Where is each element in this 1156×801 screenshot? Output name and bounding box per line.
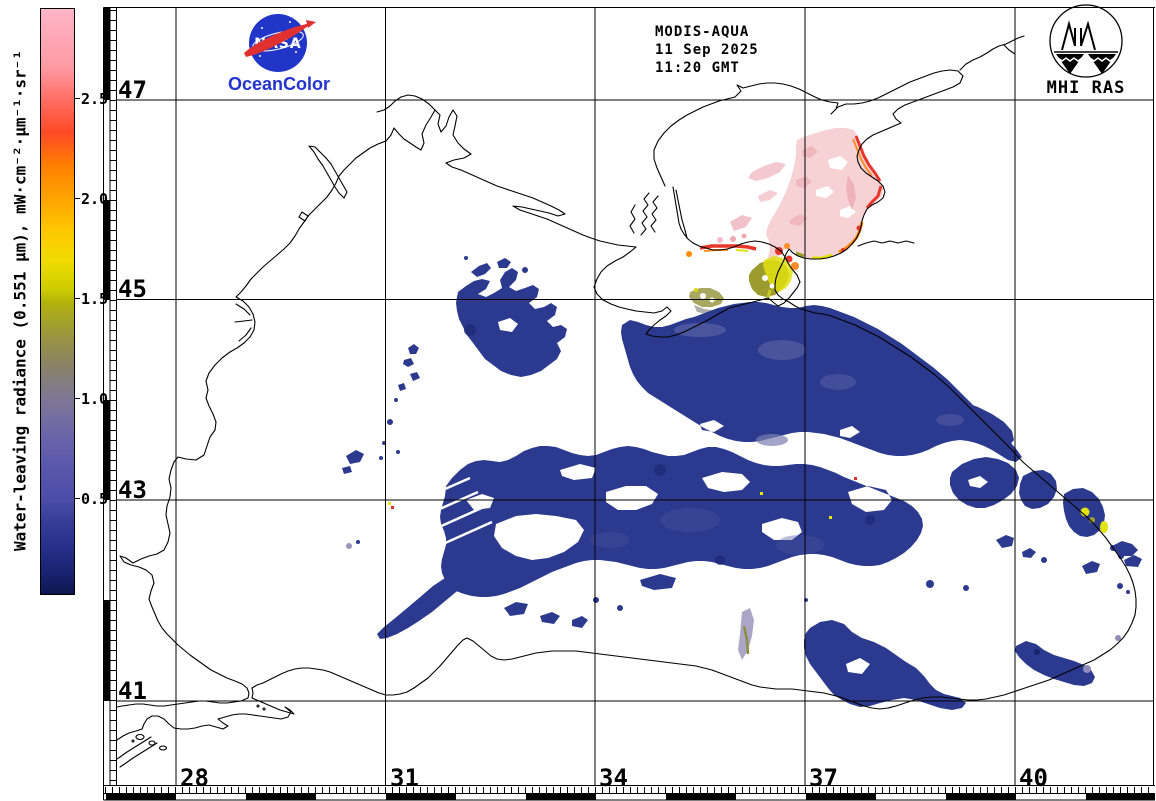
lat-label-45: 45 [118,275,147,303]
colorbar-tick [74,198,80,199]
oceancolor-label: OceanColor [227,74,331,94]
colorbar-tick [74,398,80,399]
nasa-logo-icon: NASA [244,14,316,72]
colorbar-tick-label: 2.0 [81,190,109,208]
acquisition-date: 11 Sep 2025 [655,42,759,58]
longitude-ruler [103,786,1155,801]
sensor-name: MODIS-AQUA [655,24,750,40]
mhi-ras-logo-icon [1049,4,1123,78]
colorbar-tick-label: 2.5 [81,90,109,108]
coastline [117,35,1137,768]
low-radiance-blobs [342,256,1142,710]
colorbar-tick-label: 0.5 [81,490,109,508]
lon-label-34: 34 [599,764,628,792]
colorbar-tick [74,498,80,499]
lat-label-43: 43 [118,476,147,504]
colorbar-gradient [40,8,75,595]
colorbar-tick [74,98,80,99]
acquisition-time: 11:20 GMT [655,60,740,76]
colorbar-tick-label: 1.0 [81,390,109,408]
lat-label-41: 41 [118,677,147,705]
radiance-texture [346,323,1121,673]
latitude-ruler [103,7,117,786]
lon-label-28: 28 [180,764,209,792]
kalamita-bay-patch [689,288,724,314]
kerch-strait-hotspot [686,233,799,299]
mhi-ras-label: MHI RAS [1046,78,1126,98]
colorbar-tick [74,298,80,299]
colorbar-tick-label: 1.5 [81,290,109,308]
radiance-data-layer [342,128,1142,710]
lon-label-37: 37 [809,764,838,792]
colorbar-axis-label: Water-leaving radiance (0.551 μm), mW·cm… [10,50,30,551]
lat-label-47: 47 [118,76,147,104]
map-frame [103,7,1155,786]
lon-label-40: 40 [1019,764,1048,792]
lon-label-31: 31 [390,764,419,792]
graticule-grid [116,7,1154,786]
